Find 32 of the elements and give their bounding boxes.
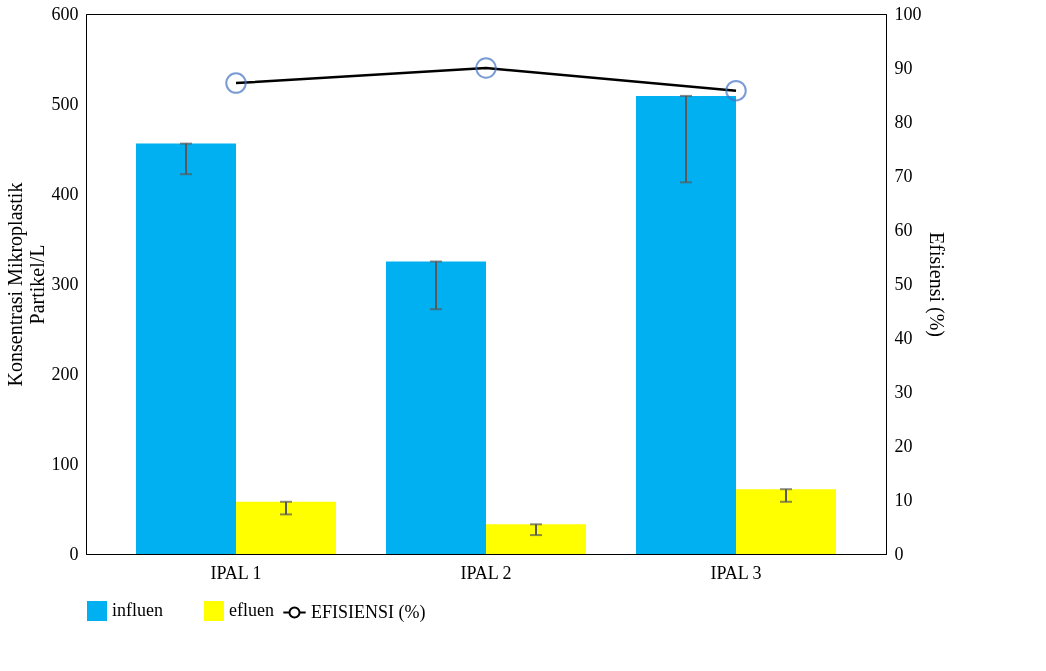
y-axis-title: Konsentrasi Mikroplastik Partikel/L (3, 182, 48, 387)
y-tick-label: 200 (51, 363, 79, 384)
y-tick-label: 100 (51, 453, 79, 474)
legend-label: EFISIENSI (%) (311, 601, 426, 623)
y-tick-label: 400 (51, 183, 79, 204)
y2-tick-label: 60 (894, 219, 913, 240)
y2-tick-label: 40 (894, 327, 913, 348)
y2-tick-label: 50 (894, 273, 913, 294)
bar (386, 261, 486, 554)
y-tick-label: 500 (51, 93, 79, 114)
bar (636, 95, 736, 554)
y2-tick-label: 0 (894, 543, 904, 564)
y2-tick-label: 20 (894, 435, 913, 456)
y2-axis-title: Efisiensi (%) (924, 232, 948, 337)
bar (236, 501, 336, 554)
legend-label: influen (112, 600, 163, 620)
y2-tick-label: 70 (894, 165, 913, 186)
x-tick-label: IPAL 2 (460, 562, 512, 583)
y-tick-label: 0 (69, 543, 79, 564)
y2-tick-label: 90 (894, 57, 913, 78)
y2-tick-label: 100 (894, 3, 922, 24)
x-tick-label: IPAL 1 (210, 562, 262, 583)
y-tick-label: 600 (51, 3, 79, 24)
bar (136, 143, 236, 554)
y2-tick-label: 80 (894, 111, 913, 132)
bar (736, 489, 836, 554)
bar (486, 524, 586, 554)
x-tick-label: IPAL 3 (710, 562, 762, 583)
y-tick-label: 300 (51, 273, 79, 294)
y2-tick-label: 10 (894, 489, 913, 510)
legend-label: efluen (229, 600, 274, 620)
y2-tick-label: 30 (894, 381, 913, 402)
